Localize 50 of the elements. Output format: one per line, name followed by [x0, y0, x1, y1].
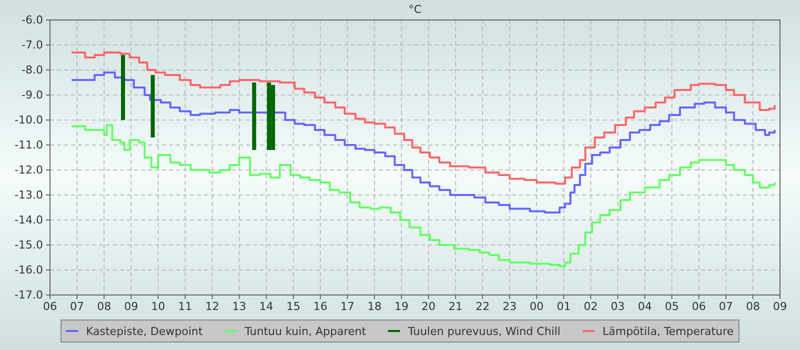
y-tick-label: -16.0: [14, 264, 43, 277]
x-tick-label: 08: [97, 300, 112, 313]
x-tick-label: 01: [556, 300, 571, 313]
legend-label: Kastepiste, Dewpoint: [86, 325, 204, 338]
chart-title: °C: [408, 3, 422, 16]
y-tick-label: -6.0: [22, 14, 43, 27]
legend-label: Tuulen purevuus, Wind Chill: [407, 325, 560, 338]
x-tick-label: 18: [367, 300, 382, 313]
x-tick-label: 14: [259, 300, 274, 313]
x-tick-label: 03: [610, 300, 625, 313]
y-tick-label: -10.0: [14, 114, 43, 127]
y-tick-label: -7.0: [22, 38, 43, 52]
y-tick-label: -17.0: [14, 288, 43, 302]
x-tick-label: 17: [340, 300, 354, 313]
x-tick-label: 12: [205, 300, 220, 313]
y-tick-label: -8.0: [22, 64, 43, 77]
x-tick-label: 08: [746, 300, 760, 313]
y-tick-label: -14.0: [14, 214, 43, 227]
y-tick-label: -11.0: [14, 138, 43, 152]
x-tick-label: 07: [718, 300, 733, 313]
x-tick-label: 05: [664, 300, 679, 313]
x-tick-label: 23: [502, 300, 517, 313]
x-tick-label: 22: [476, 300, 490, 313]
x-tick-label: 09: [773, 300, 787, 313]
y-tick-label: -15.0: [14, 238, 43, 252]
legend-label: Lämpötila, Temperature: [602, 325, 734, 338]
x-tick-label: 04: [638, 300, 652, 313]
y-tick-label: -9.0: [22, 88, 43, 102]
bar: [267, 82, 271, 150]
x-tick-label: 13: [232, 300, 246, 313]
x-tick-label: 21: [448, 300, 463, 313]
y-tick-label: -13.0: [14, 188, 43, 202]
bar: [150, 75, 155, 138]
x-tick-label: 06: [692, 300, 706, 313]
y-tick-label: -12.0: [14, 164, 43, 177]
x-tick-label: 15: [286, 300, 300, 313]
x-tick-label: 10: [151, 300, 166, 313]
x-tick-label: 19: [394, 300, 408, 313]
bar: [121, 55, 125, 120]
x-tick-label: 00: [530, 300, 544, 313]
x-tick-label: 07: [70, 300, 84, 313]
legend-label: Tuntuu kuin, Apparent: [244, 325, 367, 338]
x-tick-label: 09: [124, 300, 138, 313]
bar: [252, 82, 256, 150]
x-tick-label: 06: [43, 300, 57, 313]
x-tick-label: 11: [178, 300, 192, 313]
x-tick-label: 16: [313, 300, 328, 313]
bar: [271, 85, 276, 150]
x-tick-label: 20: [422, 300, 436, 313]
x-tick-label: 02: [584, 300, 598, 313]
